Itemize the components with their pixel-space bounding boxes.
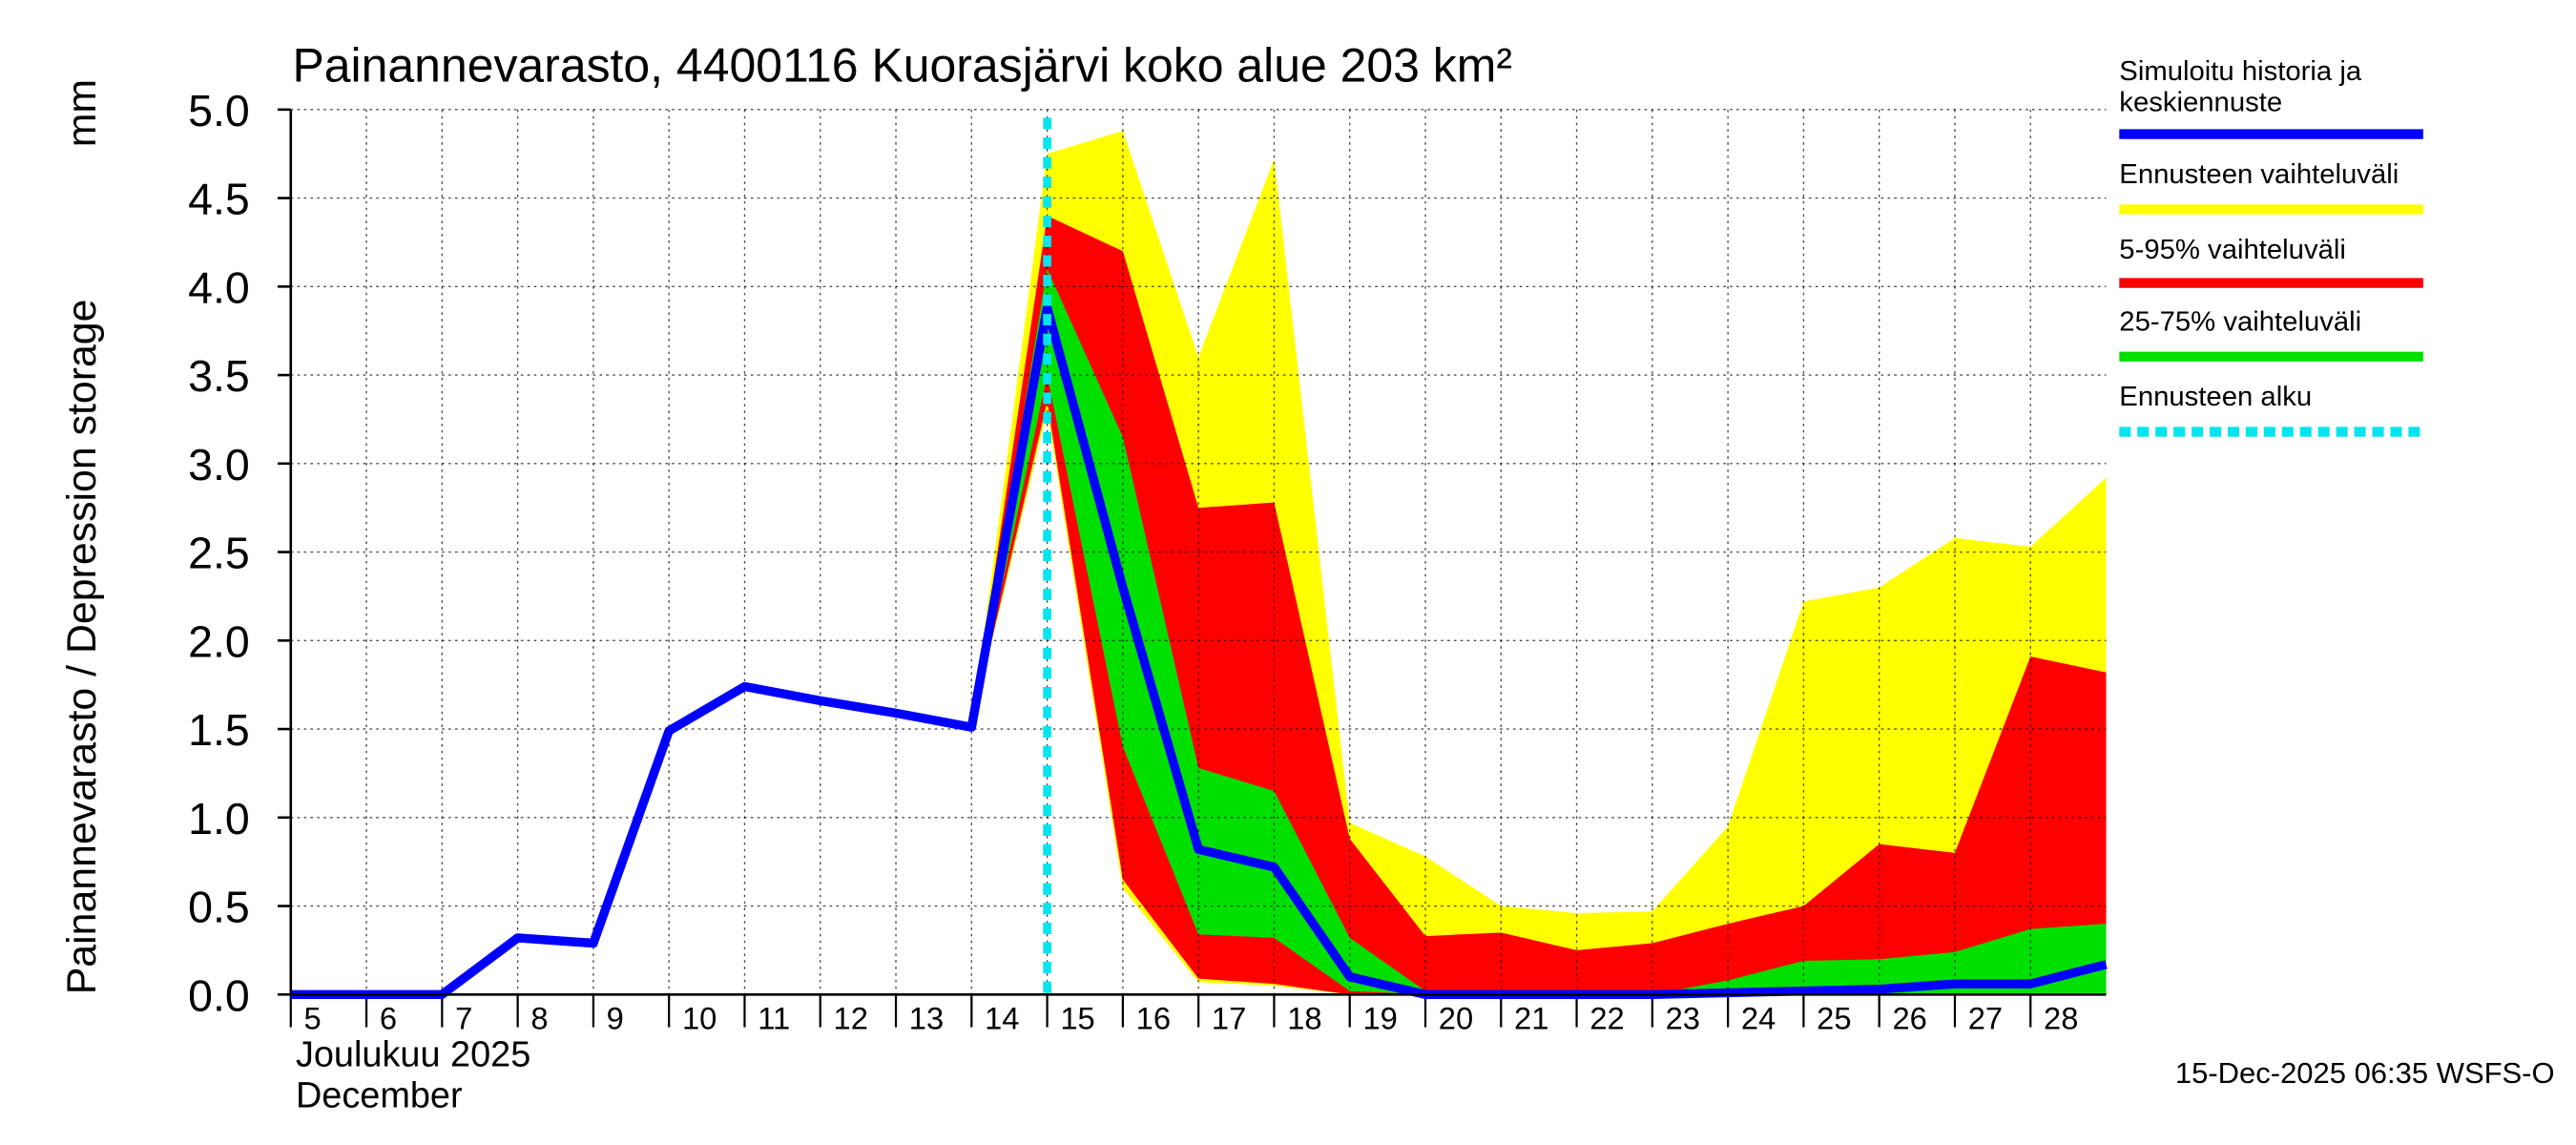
x-tick-label: 15 bbox=[1060, 1000, 1094, 1035]
y-tick-label: 0.5 bbox=[188, 883, 250, 932]
y-tick-label: 5.0 bbox=[188, 86, 250, 135]
x-tick-label: 6 bbox=[380, 1000, 397, 1035]
x-tick-label: 26 bbox=[1892, 1000, 1926, 1035]
x-tick-label: 13 bbox=[909, 1000, 944, 1035]
y-tick-label: 2.0 bbox=[188, 617, 250, 667]
legend-label: Simuloitu historia ja keskiennuste bbox=[2119, 55, 2362, 118]
x-tick-label: 21 bbox=[1514, 1000, 1548, 1035]
y-axis-unit: mm bbox=[59, 79, 105, 147]
footer: 15-Dec-2025 06:35 WSFS-O bbox=[2175, 1056, 2555, 1090]
y-tick-label: 4.0 bbox=[188, 263, 250, 313]
x-tick-label: 14 bbox=[985, 1000, 1019, 1035]
legend-label: 5-95% vaihteluväli bbox=[2119, 234, 2346, 265]
legend-entry: 5-95% vaihteluväli bbox=[2119, 234, 2346, 265]
x-tick-label: 7 bbox=[455, 1000, 472, 1035]
x-tick-label: 5 bbox=[304, 1000, 322, 1035]
y-tick-label: 0.0 bbox=[188, 971, 250, 1021]
x-tick-label: 20 bbox=[1439, 1000, 1473, 1035]
legend-entry: Ennusteen alku bbox=[2119, 381, 2313, 412]
x-tick-label: 18 bbox=[1287, 1000, 1321, 1035]
x-axis-label: Joulukuu 2025 bbox=[296, 1035, 530, 1075]
legend-label: Ennusteen vaihteluväli bbox=[2119, 158, 2399, 190]
x-tick-label: 27 bbox=[1968, 1000, 2003, 1035]
y-tick-label: 3.0 bbox=[188, 440, 250, 489]
x-tick-label: 11 bbox=[758, 1000, 790, 1035]
x-tick-label: 19 bbox=[1362, 1000, 1397, 1035]
line-series bbox=[290, 302, 2108, 999]
y-tick-label: 1.5 bbox=[188, 705, 250, 755]
y-tick-label: 1.0 bbox=[188, 794, 250, 843]
x-tick-label: 10 bbox=[682, 1000, 717, 1035]
y-axis-label: Painannevarasto / Depression storage bbox=[59, 300, 105, 995]
x-tick-label: 24 bbox=[1741, 1000, 1776, 1035]
chart-title: Painannevarasto, 4400116 Kuorasjärvi kok… bbox=[293, 39, 1512, 93]
x-tick-label: 16 bbox=[1136, 1000, 1171, 1035]
y-tick-label: 3.5 bbox=[188, 351, 250, 401]
x-tick-label: 28 bbox=[2044, 1000, 2078, 1035]
legend-entry: 25-75% vaihteluväli bbox=[2119, 305, 2362, 338]
y-tick-label: 4.5 bbox=[188, 175, 250, 224]
x-tick-label: 8 bbox=[530, 1000, 548, 1035]
x-tick-label: 25 bbox=[1817, 1000, 1851, 1035]
x-tick-label: 9 bbox=[607, 1000, 624, 1035]
x-tick-label: 17 bbox=[1212, 1000, 1246, 1035]
x-tick-label: 23 bbox=[1666, 1000, 1700, 1035]
x-axis-label: December bbox=[296, 1076, 463, 1116]
band-area bbox=[971, 268, 2107, 995]
legend-label: 25-75% vaihteluväli bbox=[2119, 305, 2362, 338]
x-tick-label: 12 bbox=[834, 1000, 868, 1035]
y-tick-label: 2.5 bbox=[188, 529, 250, 578]
legend-entry: Simuloitu historia ja keskiennuste bbox=[2119, 55, 2362, 118]
legend-label: Ennusteen alku bbox=[2119, 381, 2313, 412]
x-tick-label: 22 bbox=[1589, 1000, 1624, 1035]
legend-entry: Ennusteen vaihteluväli bbox=[2119, 158, 2399, 190]
